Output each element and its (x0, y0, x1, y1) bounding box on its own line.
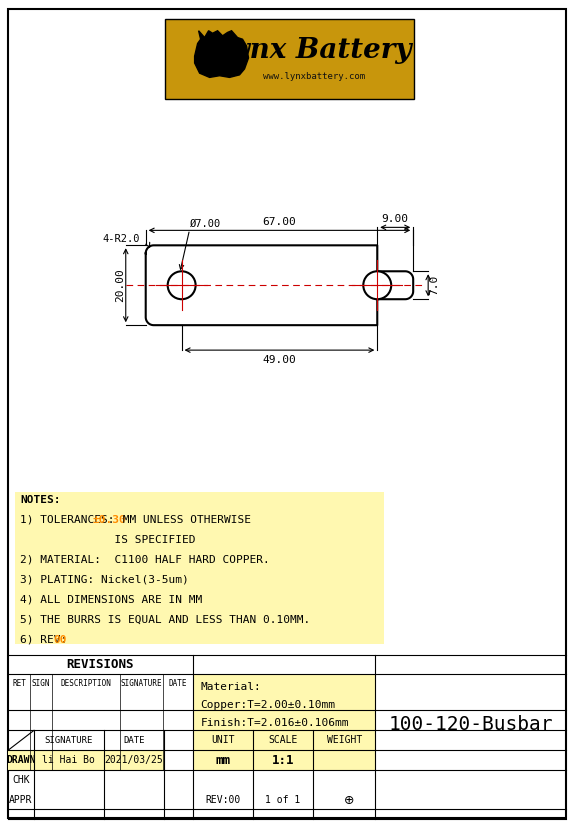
Text: MM UNLESS OTHERWISE: MM UNLESS OTHERWISE (116, 514, 251, 525)
Text: Ø7.00: Ø7.00 (190, 218, 221, 228)
Circle shape (363, 271, 391, 299)
Circle shape (168, 271, 196, 299)
Text: DESCRIPTION: DESCRIPTION (60, 679, 112, 688)
Text: 67.00: 67.00 (263, 218, 296, 227)
Text: 1) TOLERANCES:: 1) TOLERANCES: (20, 514, 121, 525)
Polygon shape (145, 246, 413, 325)
Text: 3) PLATING: Nickel(3-5um): 3) PLATING: Nickel(3-5um) (20, 575, 189, 585)
Text: li Hai Bo: li Hai Bo (43, 755, 95, 765)
Text: DATE: DATE (123, 736, 144, 745)
Bar (193, 750, 253, 770)
Text: 1:1: 1:1 (272, 754, 294, 767)
Bar (8, 750, 164, 770)
Text: 00: 00 (53, 634, 67, 644)
Bar (253, 750, 313, 770)
Text: NOTES:: NOTES: (20, 495, 60, 504)
Bar (15, 492, 384, 643)
Text: SIGNATURE: SIGNATURE (45, 736, 93, 745)
Text: SIGN: SIGN (32, 679, 50, 688)
Text: Finish:T=2.016±0.106mm: Finish:T=2.016±0.106mm (201, 719, 349, 729)
Text: mm: mm (215, 754, 230, 767)
Text: 4-R2.0: 4-R2.0 (102, 234, 140, 244)
Bar (194, 675, 375, 770)
Text: 4) ALL DIMENSIONS ARE IN MM: 4) ALL DIMENSIONS ARE IN MM (20, 595, 202, 605)
Text: CHK: CHK (12, 775, 30, 786)
Text: DRAWN: DRAWN (6, 755, 36, 765)
Text: WEIGHT: WEIGHT (327, 735, 362, 745)
Text: www.lynxbattery.com: www.lynxbattery.com (263, 72, 366, 81)
Text: APPR: APPR (9, 796, 33, 805)
Text: UNIT: UNIT (211, 735, 235, 745)
Text: 5) THE BURRS IS EQUAL AND LESS THAN 0.10MM.: 5) THE BURRS IS EQUAL AND LESS THAN 0.10… (20, 614, 310, 624)
Text: 100-120-Busbar: 100-120-Busbar (388, 715, 553, 734)
Text: REVISIONS: REVISIONS (67, 658, 134, 671)
Text: SCALE: SCALE (269, 735, 298, 745)
Text: 1 of 1: 1 of 1 (266, 796, 301, 805)
Text: 20.00: 20.00 (115, 269, 125, 302)
Text: ±0.30: ±0.30 (92, 514, 126, 525)
Text: Copper:T=2.00±0.10mm: Copper:T=2.00±0.10mm (201, 700, 336, 710)
Text: Lynx Battery: Lynx Battery (216, 37, 413, 65)
Text: 49.00: 49.00 (263, 355, 296, 365)
Bar (164, 19, 414, 98)
Text: REV:00: REV:00 (205, 796, 240, 805)
Polygon shape (194, 31, 248, 78)
Text: IS SPECIFIED: IS SPECIFIED (20, 535, 196, 545)
Text: 2021/03/25: 2021/03/25 (105, 755, 163, 765)
Text: RET: RET (12, 679, 26, 688)
Text: 7.0: 7.0 (429, 275, 439, 295)
Text: DATE: DATE (168, 679, 187, 688)
Text: 2) MATERIAL:  C1100 HALF HARD COPPER.: 2) MATERIAL: C1100 HALF HARD COPPER. (20, 555, 270, 565)
Text: ⊕: ⊕ (344, 794, 354, 807)
Text: 6) REV:: 6) REV: (20, 634, 67, 644)
Text: Material:: Material: (201, 682, 262, 692)
Text: SIGNATURE: SIGNATURE (120, 679, 162, 688)
Text: 9.00: 9.00 (382, 214, 409, 224)
